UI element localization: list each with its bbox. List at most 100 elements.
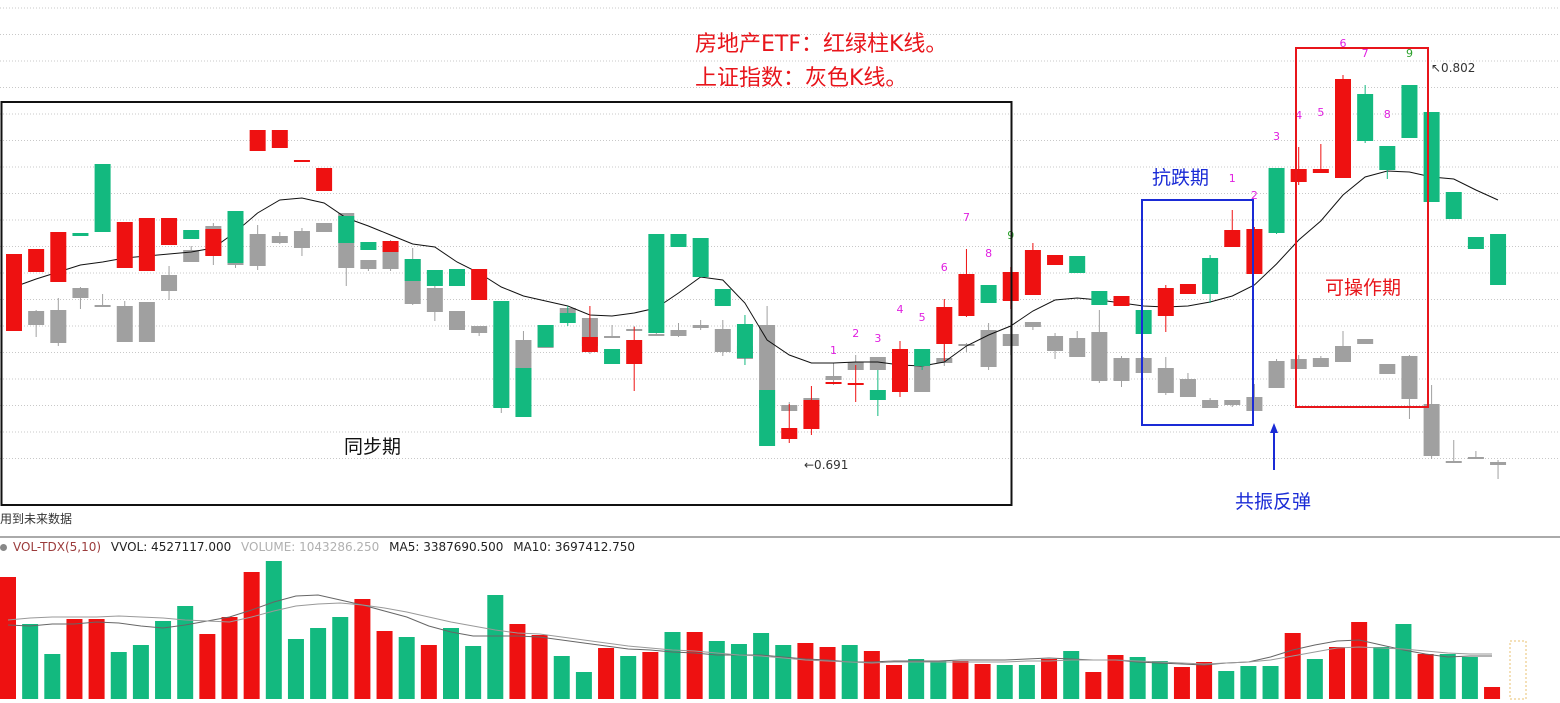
volume-bar: [797, 643, 814, 699]
etf-candle-body: [847, 383, 864, 385]
sequence-count-label: 8: [1384, 108, 1391, 121]
volume-bar: [1306, 659, 1323, 699]
etf-candle-body: [249, 130, 266, 151]
index-candle-body: [449, 311, 465, 330]
volume-bar: [132, 645, 149, 699]
volume-bar: [1373, 647, 1390, 699]
volume-bar: [908, 659, 925, 699]
sequence-count-label: 7: [1362, 47, 1369, 60]
etf-candle-body: [1113, 296, 1130, 306]
volume-bar: [376, 631, 393, 699]
etf-candle-body: [6, 254, 22, 331]
volume-bar: [620, 656, 637, 699]
etf-candle-body: [316, 168, 333, 191]
index-candle-body: [604, 336, 621, 338]
volume-bar: [332, 617, 349, 699]
index-candle-body: [1246, 397, 1263, 411]
index-candle-body: [249, 234, 266, 266]
label-resist-period: 抗跌期: [1152, 167, 1210, 189]
sequence-count-label: 4: [1295, 109, 1302, 122]
index-candle-body: [1268, 361, 1285, 388]
index-candle-body: [980, 330, 997, 367]
volume-bar: [598, 648, 615, 699]
etf-candle-body: [1445, 192, 1462, 219]
etf-candle-body: [958, 274, 975, 316]
volume-bar: [1041, 659, 1058, 699]
volume-bar: [753, 633, 770, 699]
volume-bar: [1351, 622, 1368, 699]
index-candle-body: [138, 302, 155, 342]
volume-bar: [1284, 633, 1301, 699]
etf-candle-body: [604, 349, 621, 364]
etf-candle-body: [1290, 169, 1307, 182]
etf-candle-body: [1024, 250, 1041, 295]
volume-bar: [420, 645, 437, 699]
index-candle-body: [471, 326, 488, 333]
volume-bar: [664, 632, 681, 699]
etf-candle-body: [1467, 237, 1484, 249]
volume-bar: [1218, 671, 1235, 699]
etf-candle-body: [559, 313, 576, 323]
volume-bar: [0, 577, 16, 699]
etf-candle-body: [293, 160, 310, 162]
index-candle-body: [670, 330, 687, 336]
index-candle-body: [648, 334, 665, 336]
volume-bar: [310, 628, 327, 699]
volume-bar: [1329, 647, 1345, 699]
volume-bar: [553, 656, 570, 699]
resist-period-box: [1141, 199, 1254, 426]
etf-candle-body: [581, 337, 598, 352]
index-candle-body: [316, 223, 333, 232]
volume-bar: [1262, 666, 1279, 699]
volume-bar: [287, 639, 304, 699]
volume-bar: [509, 624, 526, 699]
sync-period-box: [0, 101, 1013, 506]
price-markers: ←0.691 ↖0.802: [804, 61, 1475, 472]
etf-candle-body: [116, 222, 133, 268]
etf-candle-body: [426, 270, 443, 286]
volume-bar: [1417, 654, 1434, 699]
etf-candle-body: [670, 234, 687, 247]
period-boxes: [0, 47, 1429, 506]
volume-bar: [354, 599, 371, 699]
etf-candle-body: [1069, 256, 1086, 273]
etf-candle-body: [1490, 234, 1507, 285]
etf-candle-body: [205, 229, 222, 256]
index-candle-body: [1224, 400, 1241, 405]
volume-bar: [110, 652, 127, 699]
volume-bar: [1018, 665, 1035, 699]
index-candle-body: [1423, 404, 1440, 456]
label-operate-period: 可操作期: [1325, 277, 1402, 299]
index-candle-body: [1024, 322, 1041, 327]
indicator-dot-icon[interactable]: [0, 544, 7, 551]
index-candle-body: [1357, 339, 1374, 344]
volume-bar: [66, 619, 83, 699]
volume-cursor-box: [1509, 640, 1527, 700]
volume-ma10-line: [7, 602, 1492, 665]
index-candle-body: [1091, 332, 1108, 381]
index-candle-body: [28, 311, 45, 325]
etf-candle-body: [1157, 288, 1174, 316]
volume-bar: [531, 635, 548, 699]
volume-bar: [863, 651, 880, 699]
volume-bar: [1395, 624, 1412, 699]
etf-candle-body: [493, 301, 510, 408]
etf-candle-body: [183, 230, 200, 239]
volume-bar: [708, 641, 725, 699]
volume-bar: [465, 646, 482, 699]
etf-candle-body: [271, 130, 288, 148]
index-candle-body: [1157, 368, 1174, 393]
etf-candle-body: [1268, 168, 1285, 233]
volume-bar: [88, 619, 105, 699]
sequence-count-label: 8: [985, 247, 992, 260]
volume-bar: [642, 652, 659, 699]
resonance-arrow-icon: [1270, 423, 1278, 433]
volume-bar: [398, 637, 415, 699]
volume-bar: [575, 672, 592, 699]
sequence-count-label: 3: [874, 332, 881, 345]
etf-candle-body: [692, 238, 709, 277]
vol-indicator-title[interactable]: VOL-TDX(5,10): [13, 540, 102, 554]
etf-candle-body: [72, 233, 89, 236]
index-candle-body: [360, 260, 377, 269]
